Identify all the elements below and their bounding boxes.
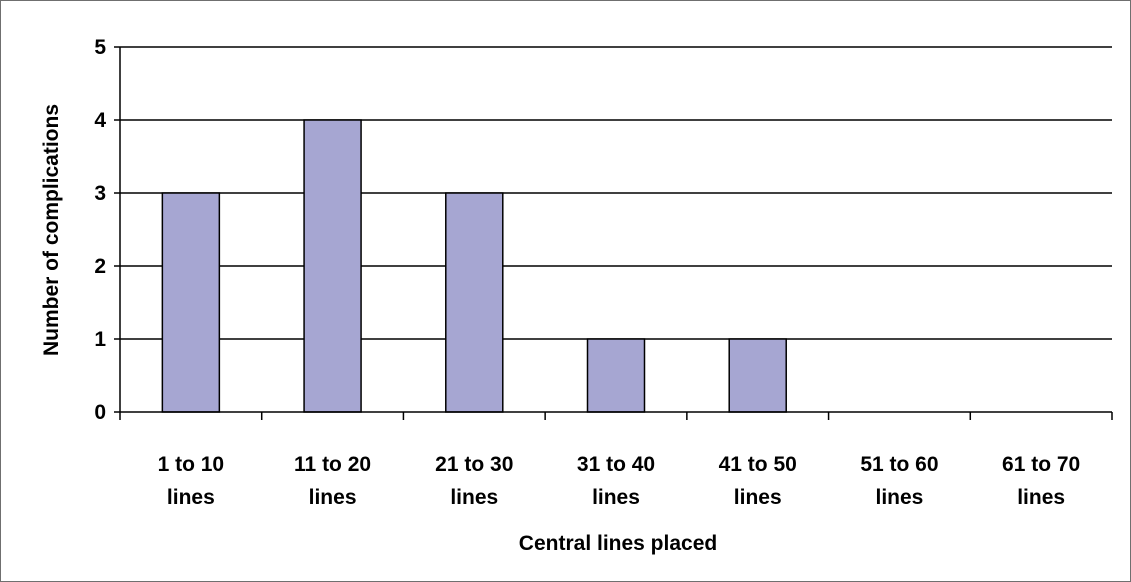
y-tick-labels: 0 1 2 3 4 5 — [94, 36, 106, 424]
x-tick-label: 21 to 30 — [435, 453, 513, 476]
bar — [161, 192, 221, 413]
x-axis-title: Central lines placed — [519, 532, 717, 555]
x-tick-label: lines — [734, 486, 782, 509]
axes — [114, 46, 1113, 420]
y-tick-label: 3 — [94, 182, 106, 205]
x-tick-label: lines — [592, 486, 640, 509]
x-tick-label: 61 to 70 — [1002, 453, 1080, 476]
x-tick-label: lines — [167, 486, 215, 509]
x-tick-labels: 1 to 10 lines 11 to 20 lines 21 to 30 lines 31… — [158, 453, 1081, 509]
x-tick-label: lines — [875, 486, 923, 509]
y-tick-label: 0 — [94, 401, 106, 424]
x-tick-label: lines — [450, 486, 498, 509]
gridlines — [120, 46, 1112, 340]
y-tick-label: 2 — [94, 255, 106, 278]
y-tick-label: 1 — [94, 328, 106, 351]
y-tick-label: 5 — [94, 36, 106, 59]
x-tick-label: 11 to 20 — [294, 453, 371, 476]
x-tick-label: lines — [309, 486, 357, 509]
bar — [303, 119, 362, 413]
x-tick-label: 1 to 10 — [158, 453, 225, 476]
x-tick-label: lines — [1017, 486, 1065, 509]
x-tick-label: 41 to 50 — [719, 453, 797, 476]
bar — [586, 338, 646, 413]
x-tick-label: 51 to 60 — [860, 453, 938, 476]
y-tick-label: 4 — [94, 109, 106, 132]
x-tick-label: 31 to 40 — [577, 453, 655, 476]
bar — [728, 338, 787, 413]
y-axis-title: Number of complications — [40, 104, 63, 356]
bars — [161, 119, 787, 413]
bar — [445, 192, 504, 413]
